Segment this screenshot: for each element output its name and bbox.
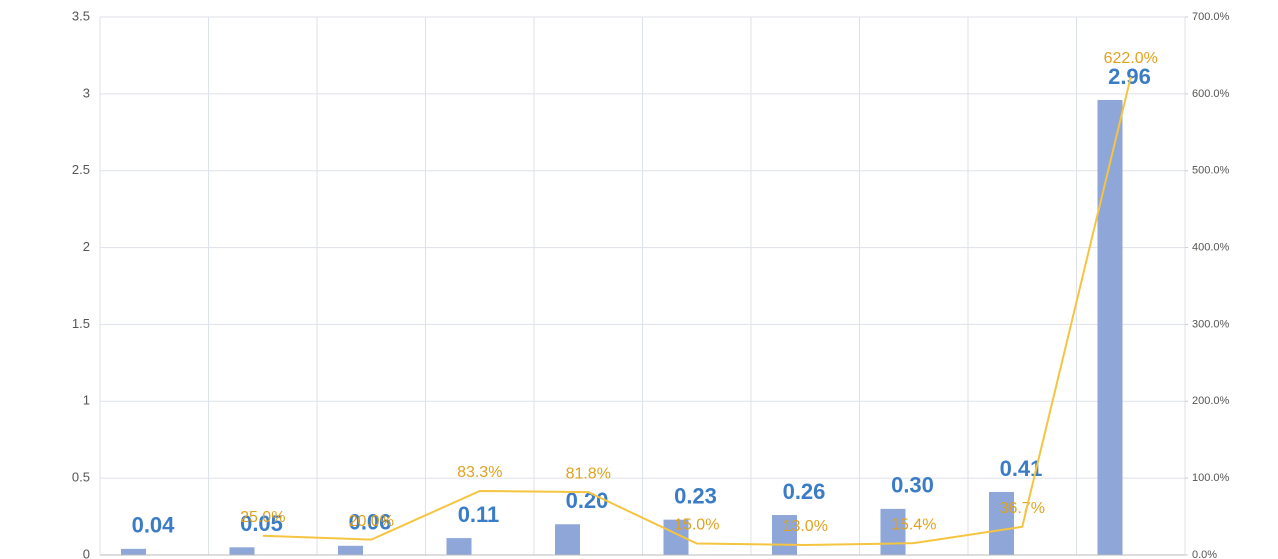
line-label: 36.7% — [1000, 500, 1045, 517]
bar — [121, 548, 146, 555]
line-label: 622.0% — [1104, 50, 1158, 67]
line-label: 83.3% — [457, 464, 502, 481]
line — [262, 76, 1132, 547]
bar-label: 0.30 — [891, 473, 934, 498]
line-label: 15.0% — [674, 517, 719, 534]
bar — [880, 508, 906, 555]
bar-label: 0.05 — [240, 511, 283, 536]
bar-label: 0.11 — [458, 502, 500, 527]
y-tick-label: 1 — [83, 393, 90, 408]
line-label: 81.8% — [566, 465, 611, 482]
y-tick-label: 3.5 — [72, 8, 90, 23]
bar — [989, 491, 1014, 555]
y2-tick-label: 600.0% — [1192, 88, 1230, 100]
y-tick-label: 0 — [83, 546, 90, 559]
y-tick-label: 3 — [83, 85, 90, 100]
bar — [338, 545, 363, 555]
y2-tick-label: 300.0% — [1192, 318, 1230, 330]
line-label: 15.4% — [891, 516, 936, 533]
line-label: 13.0% — [783, 518, 828, 535]
y2-tick-label: 500.0% — [1192, 165, 1230, 177]
bar-label: 0.23 — [674, 483, 717, 508]
y-tick-label: 2.5 — [72, 162, 90, 177]
bar-label: 0.06 — [349, 510, 392, 535]
y-tick-label: 0.5 — [72, 470, 90, 485]
line-label: 25.0% — [240, 509, 285, 526]
bar — [555, 524, 580, 555]
y-tick-label: 1.5 — [72, 316, 90, 331]
bar-label: 0.26 — [783, 479, 826, 504]
bar — [446, 538, 472, 555]
y2-tick-label: 0.0% — [1192, 549, 1217, 559]
y2-tick-label: 400.0% — [1192, 241, 1230, 253]
y-tick-label: 2 — [83, 239, 90, 254]
y2-tick-label: 100.0% — [1192, 472, 1230, 484]
y2-tick-label: 700.0% — [1192, 11, 1230, 23]
bar — [1097, 100, 1123, 556]
line-label: 20.0% — [349, 513, 394, 530]
bar-label: 0.04 — [132, 513, 176, 538]
y2-tick-label: 200.0% — [1192, 395, 1230, 407]
bar — [229, 547, 255, 555]
bar — [772, 515, 797, 555]
